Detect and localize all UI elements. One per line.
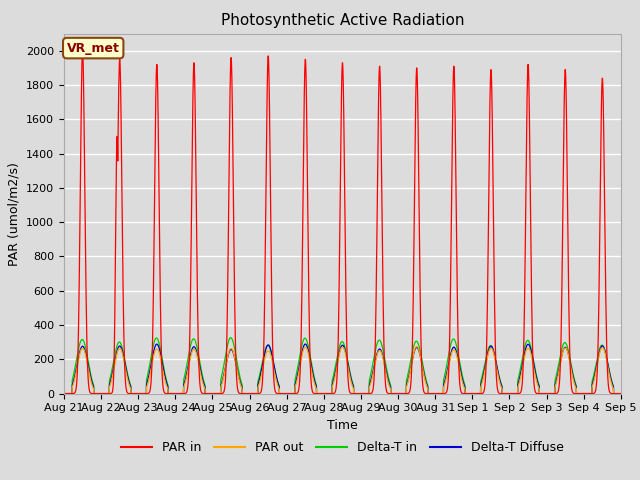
PAR out	[467, 391, 475, 396]
Line: PAR in: PAR in	[64, 51, 621, 394]
Delta-T in	[322, 391, 330, 396]
Delta-T in	[467, 391, 475, 396]
PAR in	[499, 391, 507, 396]
PAR out	[160, 373, 168, 379]
PAR in	[436, 391, 444, 396]
Delta-T in	[499, 391, 507, 396]
PAR out	[616, 391, 624, 396]
PAR out	[617, 391, 625, 396]
PAR in	[467, 391, 475, 396]
Delta-T Diffuse	[436, 391, 444, 396]
Delta-T Diffuse	[301, 341, 309, 347]
Delta-T in	[616, 391, 624, 396]
X-axis label: Time: Time	[327, 419, 358, 432]
Text: VR_met: VR_met	[67, 42, 120, 55]
Delta-T Diffuse	[617, 391, 625, 396]
Delta-T Diffuse	[322, 391, 330, 396]
Line: PAR out: PAR out	[64, 347, 621, 394]
Delta-T in	[227, 335, 234, 340]
Legend: PAR in, PAR out, Delta-T in, Delta-T Diffuse: PAR in, PAR out, Delta-T in, Delta-T Dif…	[116, 436, 569, 459]
Delta-T Diffuse	[499, 391, 507, 396]
PAR in	[617, 391, 625, 396]
Delta-T in	[436, 391, 444, 396]
Line: Delta-T in: Delta-T in	[64, 337, 621, 394]
PAR out	[436, 391, 444, 396]
Delta-T Diffuse	[616, 391, 624, 396]
PAR in	[322, 391, 330, 396]
Delta-T in	[60, 391, 68, 396]
PAR in	[161, 389, 168, 395]
Title: Photosynthetic Active Radiation: Photosynthetic Active Radiation	[221, 13, 464, 28]
Delta-T Diffuse	[160, 369, 168, 375]
Line: Delta-T Diffuse: Delta-T Diffuse	[64, 344, 621, 394]
PAR in	[616, 391, 624, 396]
PAR in	[79, 48, 86, 54]
Delta-T in	[160, 366, 168, 372]
PAR out	[322, 391, 330, 396]
Delta-T Diffuse	[467, 391, 475, 396]
Y-axis label: PAR (umol/m2/s): PAR (umol/m2/s)	[8, 162, 20, 265]
PAR out	[60, 391, 68, 396]
PAR out	[499, 391, 507, 396]
PAR in	[60, 391, 68, 396]
PAR out	[412, 344, 420, 350]
Delta-T in	[617, 391, 625, 396]
Delta-T Diffuse	[60, 391, 68, 396]
